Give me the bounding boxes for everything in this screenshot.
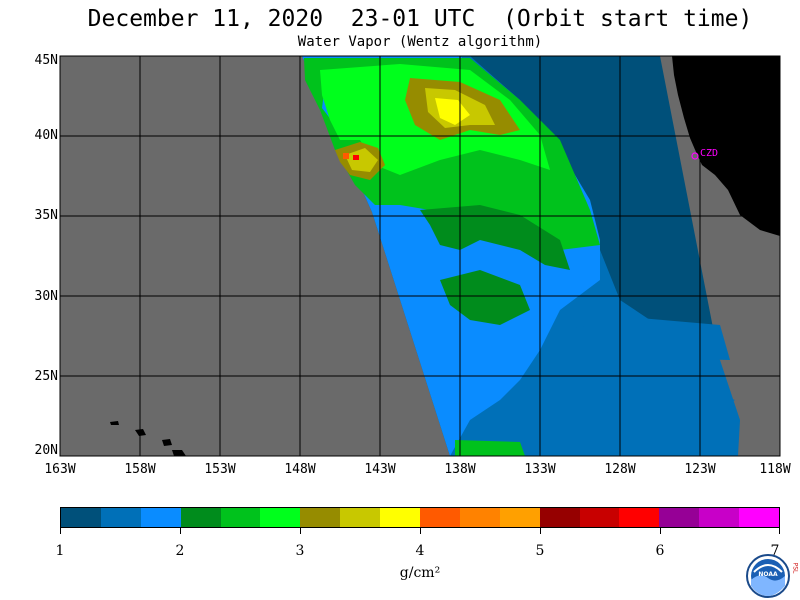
- colorbar-cell: [499, 508, 540, 527]
- lon-label-133w: 133W: [524, 462, 556, 477]
- colorbar-tick: [779, 528, 780, 534]
- colorbar-tick: [300, 528, 301, 534]
- noaa-logo: NOAA PSL: [746, 554, 799, 598]
- colorbar-label-5: 5: [535, 543, 545, 559]
- land-california: [672, 56, 780, 236]
- lon-label-128w: 128W: [604, 462, 636, 477]
- lat-label-25n: 25N: [34, 369, 58, 384]
- colorbar-label-6: 6: [655, 543, 665, 559]
- colorbar-cell: [619, 508, 660, 527]
- chart-subtitle: Water Vapor (Wentz algorithm): [297, 34, 543, 50]
- lat-label-45n: 45N: [34, 53, 58, 68]
- colorbar-cell: [61, 508, 101, 527]
- colorbar-cell: [579, 508, 620, 527]
- lon-label-158w: 158W: [124, 462, 156, 477]
- colorbar-cell: [140, 508, 181, 527]
- station-marker: [691, 152, 699, 160]
- colorbar-cell: [739, 508, 780, 527]
- colorbar-tick: [420, 528, 421, 534]
- logo-side-text: PSL: [792, 563, 799, 574]
- lon-label-153w: 153W: [204, 462, 236, 477]
- colorbar-tick: [180, 528, 181, 534]
- colorbar-cell: [260, 508, 301, 527]
- logo-text: NOAA: [758, 571, 778, 578]
- lon-label-143w: 143W: [364, 462, 396, 477]
- station-label: CZD: [700, 148, 718, 159]
- colorbar-tick: [60, 528, 61, 534]
- lat-label-20n: 20N: [34, 443, 58, 458]
- colorbar-cell: [699, 508, 740, 527]
- colorbar-label-2: 2: [175, 543, 185, 559]
- colorbar-cell: [180, 508, 221, 527]
- colorbar-label-1: 1: [55, 543, 65, 559]
- lat-lon-grid: [60, 56, 780, 456]
- colorbar: [60, 507, 780, 528]
- colorbar-cell: [539, 508, 580, 527]
- colorbar-cell: [420, 508, 460, 527]
- lon-label-148w: 148W: [284, 462, 316, 477]
- colorbar-label-3: 3: [295, 543, 305, 559]
- colorbar-cell: [340, 508, 381, 527]
- chart-title: December 11, 2020 23-01 UTC (Orbit start…: [87, 6, 753, 32]
- colorbar-cell: [659, 508, 700, 527]
- colorbar-cell: [300, 508, 341, 527]
- colorbar-cell: [100, 508, 141, 527]
- lon-label-163w: 163W: [44, 462, 76, 477]
- lon-label-138w: 138W: [444, 462, 476, 477]
- lat-label-40n: 40N: [34, 128, 58, 143]
- colorbar-label-7: 7: [770, 543, 780, 559]
- lon-label-118w: 118W: [759, 462, 791, 477]
- lat-label-35n: 35N: [34, 208, 58, 223]
- lon-label-123w: 123W: [684, 462, 716, 477]
- lat-label-30n: 30N: [34, 289, 58, 304]
- colorbar-tick: [660, 528, 661, 534]
- colorbar-tick: [540, 528, 541, 534]
- colorbar-label-4: 4: [415, 543, 425, 559]
- colorbar-cell: [459, 508, 500, 527]
- land-hawaii: [110, 421, 119, 425]
- colorbar-cell: [380, 508, 421, 527]
- colorbar-units: g/cm²: [399, 565, 441, 581]
- colorbar-cell: [220, 508, 261, 527]
